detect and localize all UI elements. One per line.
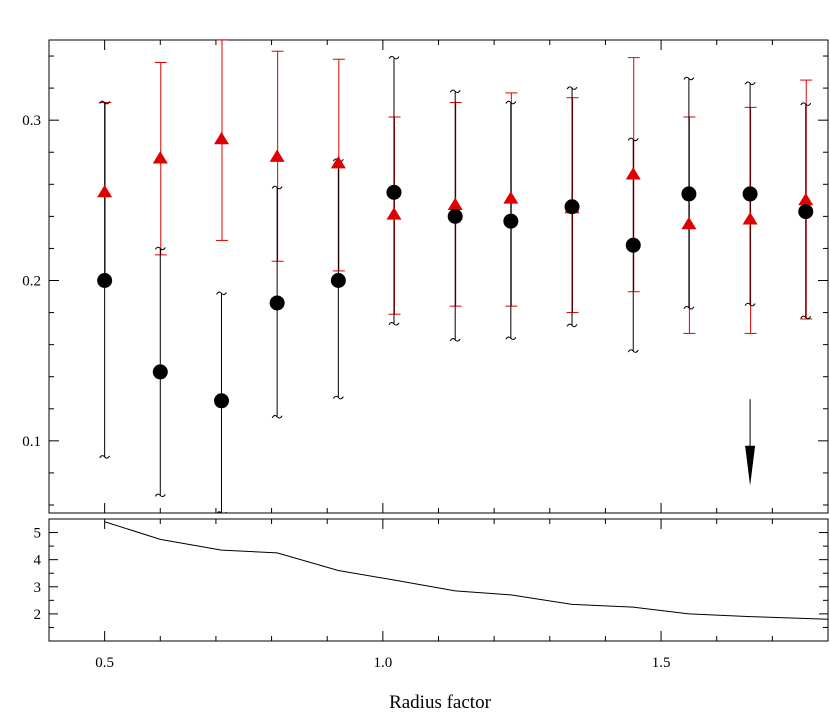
triangle-point: [152, 151, 168, 164]
circle-point: [681, 186, 697, 202]
circle-point: [213, 393, 229, 409]
lower-panel: 0.5 1.0 1.5 2 3 4 5: [34, 518, 829, 671]
lower-series-line: [104, 521, 829, 620]
triangle-point: [330, 155, 346, 169]
lower-plot-frame: [48, 518, 829, 642]
error-cap-black: [800, 315, 812, 320]
triangle-point: [742, 212, 758, 225]
error-cap-black: [505, 336, 517, 340]
triangle-point: [386, 207, 402, 220]
upper-plot-frame: [48, 39, 829, 514]
x-tick-label: 1.0: [373, 655, 392, 671]
circle-point: [386, 184, 402, 200]
error-cap-black: [449, 338, 461, 342]
y-tick-label: 0.2: [22, 274, 41, 290]
circle-point: [152, 364, 168, 380]
arrow-head: [745, 445, 756, 486]
triangle-point: [269, 149, 285, 162]
x-tick-label: 0.5: [95, 655, 114, 671]
y-tick-label: 0.3: [22, 113, 41, 129]
triangle-point: [213, 131, 229, 145]
error-cap-black: [449, 89, 461, 94]
circle-point: [798, 204, 814, 220]
upper-panel: 0.1 0.2 0.3: [22, 39, 829, 514]
error-cap-black: [744, 302, 756, 307]
circle-point: [97, 273, 113, 289]
x-axis-title: Radius factor: [389, 692, 492, 713]
y-tick-label: 2: [34, 607, 42, 623]
error-cap-black: [566, 323, 578, 328]
y-tick-label: 3: [34, 580, 42, 596]
error-cap-black: [154, 493, 166, 498]
y-tick-label: 4: [34, 553, 42, 569]
circle-point: [447, 208, 463, 224]
circle-point: [564, 199, 580, 215]
triangle-point: [798, 192, 814, 206]
x-tick-label: 1.5: [652, 655, 671, 671]
triangle-point: [97, 184, 113, 198]
error-cap-black: [216, 291, 227, 296]
upper-data: [97, 40, 814, 513]
circle-point: [503, 213, 519, 229]
error-cap-black: [271, 185, 283, 190]
error-cap-black: [388, 322, 400, 326]
error-cap-black: [271, 415, 283, 419]
error-cap-black: [627, 137, 639, 142]
error-cap-black: [566, 86, 578, 90]
error-cap-black: [744, 81, 756, 86]
circle-point: [269, 295, 285, 311]
error-cap-black: [683, 76, 695, 81]
error-cap-black: [154, 246, 166, 251]
error-cap-black: [99, 100, 111, 105]
circle-point: [742, 186, 758, 202]
triangle-point: [681, 216, 697, 230]
triangle-point: [625, 167, 641, 180]
error-cap-black: [99, 455, 111, 459]
circle-point: [625, 237, 641, 253]
error-cap-black: [388, 55, 400, 60]
error-cap-black: [627, 349, 639, 353]
error-cap-black: [505, 100, 517, 105]
triangle-point: [447, 197, 463, 211]
error-cap-black: [800, 102, 812, 106]
y-tick-label: 5: [34, 526, 42, 542]
y-tick-label: 0.1: [22, 434, 41, 450]
error-cap-black: [216, 511, 227, 513]
triangle-point: [503, 191, 519, 204]
error-cap-black: [683, 306, 695, 310]
error-cap-black: [332, 395, 344, 400]
circle-point: [330, 273, 346, 289]
